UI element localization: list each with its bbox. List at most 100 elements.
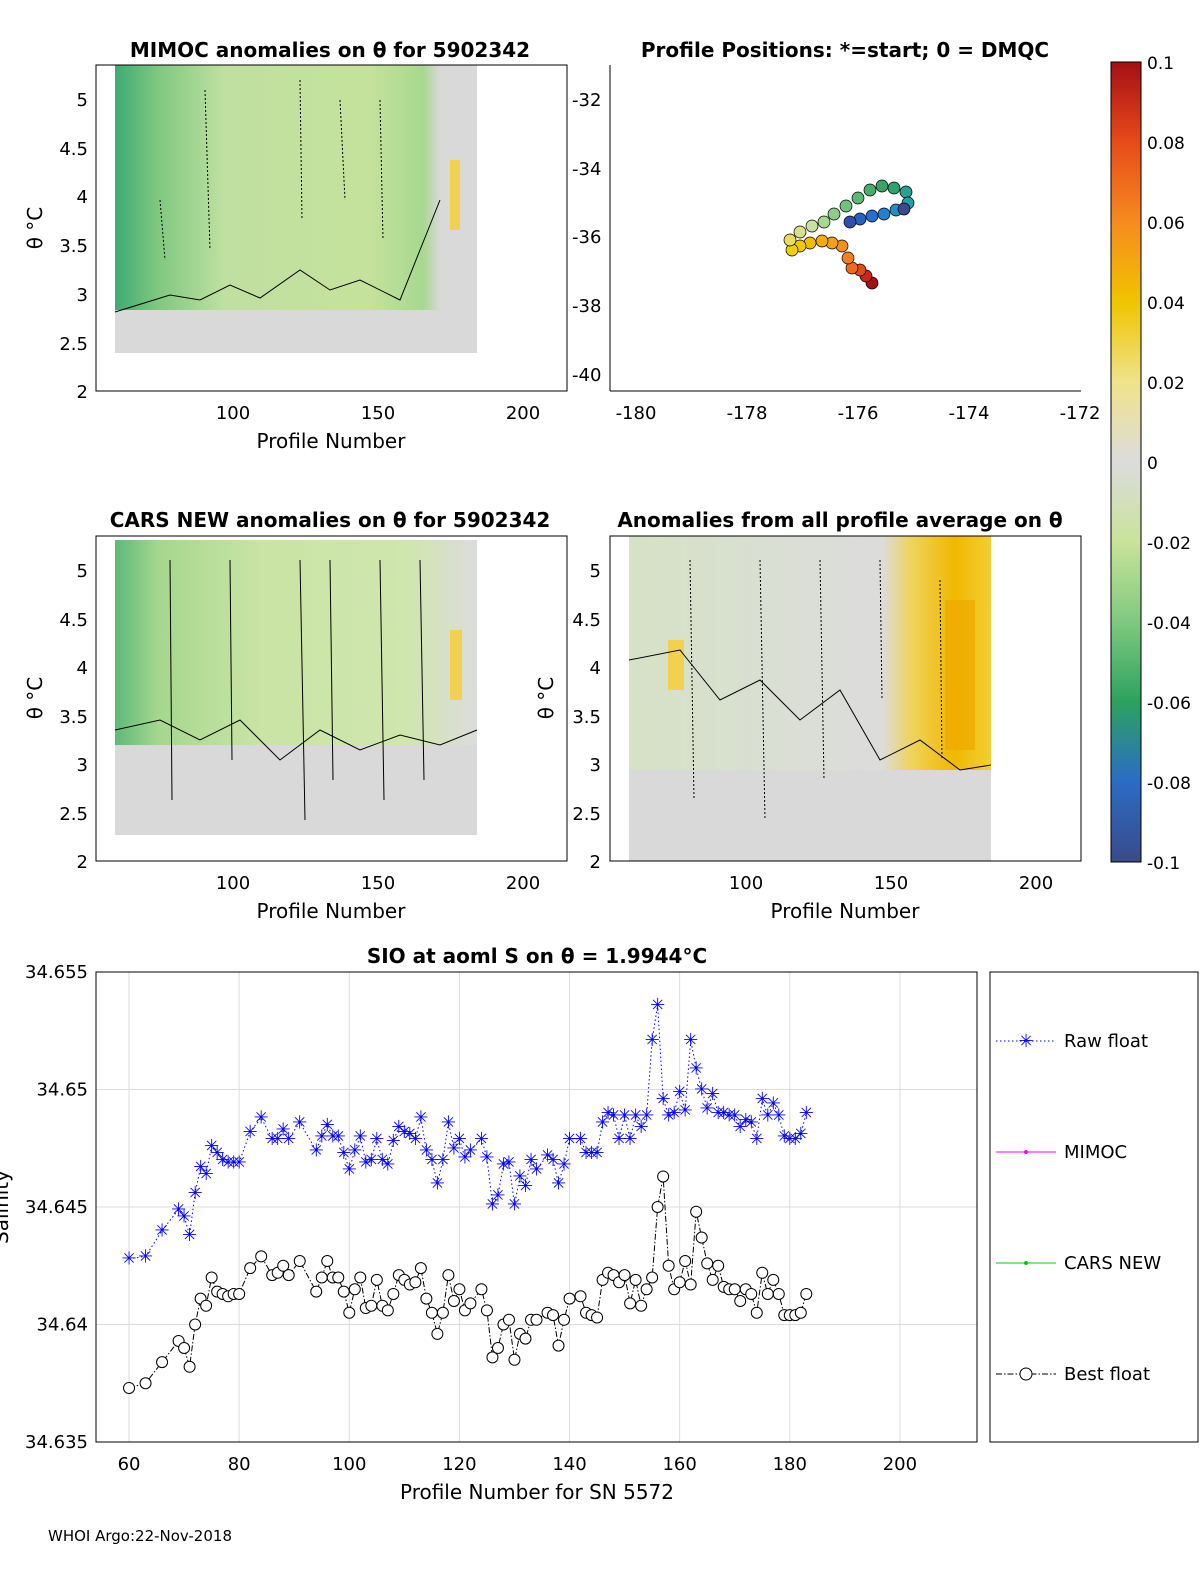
allavg-ytick: 4.5	[572, 610, 601, 631]
colorbar-gradient	[1110, 61, 1142, 863]
cars-ytick: 3.5	[59, 707, 88, 728]
best-float-point	[332, 1271, 345, 1284]
raw-float-point: ✳	[595, 1112, 610, 1133]
best-float-point	[453, 1283, 466, 1296]
best-float-point	[508, 1353, 521, 1366]
mimoc-ylabel: θ °C	[23, 207, 47, 250]
allavg-ytick: 3.5	[572, 707, 601, 728]
raw-float-point: ✳	[358, 1152, 373, 1173]
raw-float-point: ✳	[204, 1136, 219, 1157]
legend-raw-label: Raw float	[1064, 1031, 1148, 1052]
mimoc-heatmap-lower	[115, 310, 477, 353]
raw-float-point: ✳	[452, 1129, 467, 1150]
raw-float-point: ✳	[722, 1105, 737, 1126]
legend-mimoc-marker	[1024, 1150, 1028, 1154]
raw-float-point: ✳	[485, 1195, 500, 1216]
salinity-xtick-label: 100	[332, 1454, 366, 1475]
cars-contour-vertical	[169, 559, 425, 821]
best-float-point	[690, 1205, 703, 1218]
legend-best-label: Best float	[1064, 1364, 1150, 1385]
best-float-point	[387, 1287, 400, 1300]
allavg-xtick: 150	[874, 873, 908, 894]
cars-xtick: 150	[361, 873, 395, 894]
raw-float-point: ✳	[391, 1117, 406, 1138]
best-float-point	[293, 1255, 306, 1268]
colorbar-tick: -0.02	[1147, 534, 1191, 554]
raw-float-point: ✳	[281, 1129, 296, 1150]
raw-float-point: ✳	[639, 1105, 654, 1126]
raw-float-point: ✳	[529, 1159, 544, 1180]
raw-float-point: ✳	[353, 1127, 368, 1148]
best-float-point	[310, 1285, 323, 1298]
cars-heatmap-lower	[115, 745, 477, 835]
best-float-point	[563, 1292, 576, 1305]
best-float-point	[156, 1356, 169, 1369]
best-float-point	[624, 1297, 637, 1310]
colorbar-tick: 0.08	[1147, 134, 1185, 154]
legend-item-raw: ✳ Raw float	[996, 1031, 1148, 1052]
raw-float-point: ✳	[782, 1129, 797, 1150]
best-float-point	[354, 1271, 367, 1284]
positions-ytick: -32	[572, 90, 601, 111]
raw-float-point: ✳	[612, 1129, 627, 1150]
legend-item-best: Best float	[996, 1364, 1150, 1385]
positions-xtick: -180	[616, 403, 657, 424]
raw-float-point: ✳	[667, 1103, 682, 1124]
colorbar: 0.1 0.08 0.06 0.04 0.02 0 -0.02 -0.04 -0…	[1110, 54, 1191, 874]
cars-ytick: 4.5	[59, 610, 88, 631]
raw-float-point: ✳	[650, 995, 665, 1016]
raw-float-point: ✳	[210, 1143, 225, 1164]
raw-float-point: ✳	[523, 1150, 538, 1171]
positions-ytick: -38	[572, 296, 601, 317]
mimoc-contour-dotted	[159, 79, 384, 261]
cars-xtick: 200	[506, 873, 540, 894]
legend-box	[989, 971, 1199, 1443]
allavg-ytick: 5	[590, 561, 601, 582]
best-float-point	[337, 1285, 350, 1298]
legend-raw-marker: ✳	[1018, 1031, 1033, 1052]
cars-xtick: 100	[216, 873, 250, 894]
salinity-ytick-label: 34.645	[25, 1197, 88, 1218]
positions-ytick: -40	[572, 365, 601, 386]
raw-float-point: ✳	[501, 1152, 516, 1173]
raw-float-point: ✳	[645, 1030, 660, 1051]
salinity-grid	[96, 971, 977, 1443]
raw-float-point: ✳	[496, 1155, 511, 1176]
salinity-xticks: 60 80 100 120 140 160 180 200	[118, 1454, 918, 1475]
best-float-point	[409, 1276, 422, 1289]
salinity-xtick-label: 140	[552, 1454, 586, 1475]
best-float-point	[618, 1269, 631, 1282]
best-float-point	[761, 1287, 774, 1300]
colorbar-tick: 0.02	[1147, 374, 1185, 394]
mimoc-ytick: 5	[77, 90, 88, 111]
raw-float-point: ✳	[336, 1143, 351, 1164]
salinity-xlabel: Profile Number for SN 5572	[400, 1480, 674, 1504]
raw-float-point: ✳	[193, 1157, 208, 1178]
salinity-ytick-label: 34.65	[36, 1080, 88, 1101]
allavg-axes	[609, 535, 1082, 862]
colorbar-tick: -0.06	[1147, 694, 1191, 714]
best-float-point	[414, 1262, 427, 1275]
raw-float-point: ✳	[457, 1148, 472, 1169]
mimoc-ytick: 3	[77, 285, 88, 306]
best-float-point	[139, 1377, 152, 1390]
raw-float-point: ✳	[419, 1141, 434, 1162]
best-float-point	[712, 1259, 725, 1272]
best-float-point	[657, 1170, 670, 1183]
allavg-heatmap-lower	[629, 770, 991, 861]
raw-float-point: ✳	[672, 1082, 687, 1103]
salinity-xtick-label: 200	[883, 1454, 917, 1475]
best-float-point	[480, 1304, 493, 1317]
mimoc-axes	[95, 64, 568, 392]
best-float-point	[574, 1290, 587, 1303]
mimoc-title: MIMOC anomalies on θ for 5902342	[130, 38, 530, 62]
raw-float-point: ✳	[243, 1122, 258, 1143]
raw-float-point: ✳	[226, 1152, 241, 1173]
best-float-point	[343, 1306, 356, 1319]
cars-positive-streak	[450, 630, 462, 700]
best-float-line	[128, 1176, 807, 1389]
best-float-point	[800, 1287, 813, 1300]
allavg-ytick: 3	[590, 755, 601, 776]
raw-float-point: ✳	[683, 1030, 698, 1051]
